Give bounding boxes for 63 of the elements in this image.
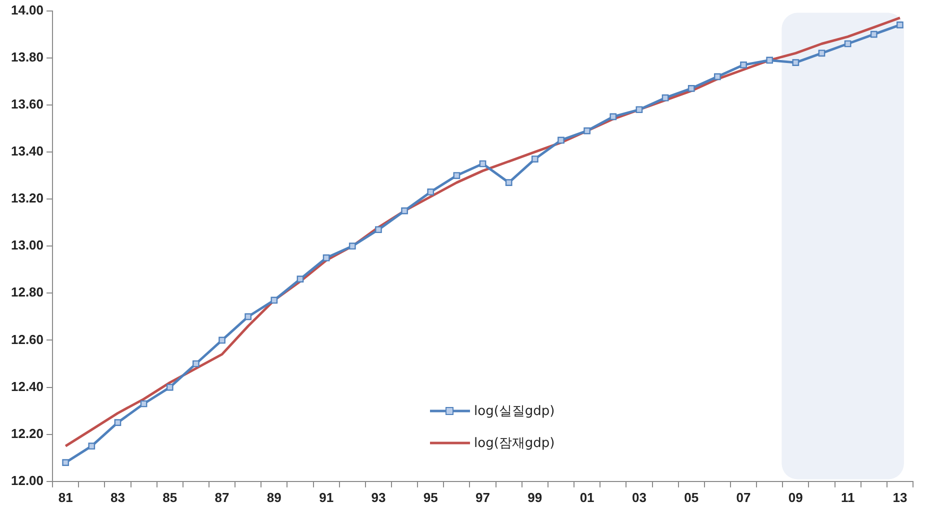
point [662,94,669,102]
point [62,459,69,466]
x-tick-label: 01 [580,490,594,505]
point [505,179,512,186]
point [688,85,695,92]
point [584,127,590,134]
x-tick-label: 03 [632,490,646,505]
point [401,207,408,214]
x-tick-label: 09 [788,490,803,505]
x-tick-label: 95 [423,490,438,505]
legend-label: log(실질gdp) [474,403,555,420]
point [610,113,617,120]
point [740,61,747,68]
x-tick-label: 91 [319,490,334,505]
point [166,384,174,391]
point [479,160,486,168]
point [870,30,878,38]
point [714,73,721,80]
point [244,313,252,320]
x-tick-label: 81 [58,490,73,505]
y-tick-label: 13.20 [10,190,44,206]
point [348,242,356,250]
point [88,442,96,450]
y-tick-label: 13.00 [10,238,44,253]
x-tick-label: 97 [476,490,490,505]
y-tick-label: 12.60 [10,332,44,347]
y-tick-label: 13.80 [10,49,44,64]
x-tick-label: 87 [214,490,230,505]
point [818,50,826,57]
x-tick-label: 11 [840,490,855,505]
point [896,21,904,28]
point [792,59,800,66]
x-tick-label: 99 [528,490,542,505]
point [531,156,538,162]
point [766,56,774,64]
point [558,136,564,144]
x-tick-label: 05 [684,490,699,505]
point [270,296,278,304]
y-tick-label: 12.00 [10,472,44,488]
y-tick-label: 13.40 [10,144,44,159]
x-tick-label: 89 [266,490,282,505]
y-tick-label: 14.00 [10,2,44,18]
point [636,106,643,114]
point [114,419,122,426]
x-tick-label: 85 [162,490,178,505]
point [192,360,200,368]
y-tick-label: 12.40 [10,378,44,394]
x-tick-label: 07 [736,490,751,505]
x-tick-label: 93 [371,490,386,505]
point [844,40,852,48]
x-tick-label: 13 [892,490,908,505]
legend-label: log(잠재gdp) [474,435,555,452]
point [427,188,434,196]
y-tick-label: 12.20 [10,426,44,441]
point [218,336,226,344]
x-tick-label: 83 [110,490,125,505]
point [322,254,330,262]
y-tick-label: 12.80 [10,284,44,300]
point [296,276,304,282]
y-tick-label: 13.60 [10,96,44,112]
point [453,172,460,179]
point [375,226,382,234]
point [140,400,148,408]
